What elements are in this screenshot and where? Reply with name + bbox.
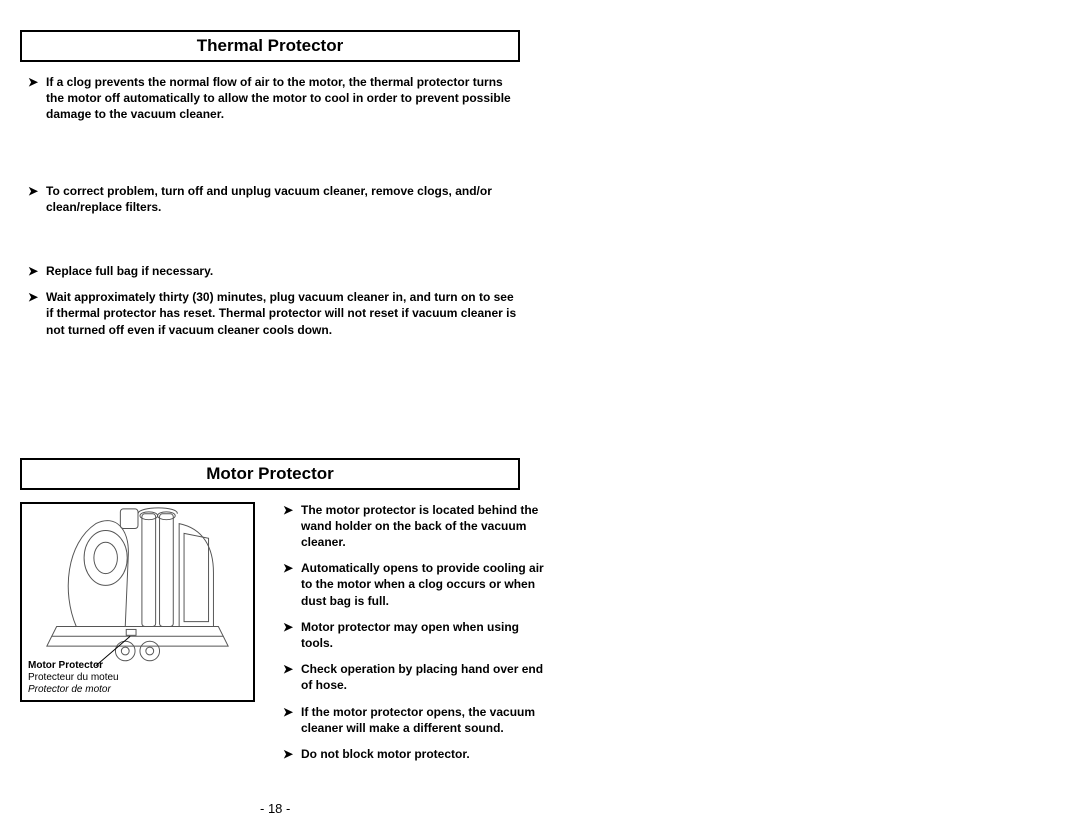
thermal-heading: Thermal Protector xyxy=(20,30,520,62)
list-item: ➤ Do not block motor protector. xyxy=(283,746,548,762)
bullet-text: Check operation by placing hand over end… xyxy=(301,661,548,693)
motor-heading: Motor Protector xyxy=(20,458,520,490)
arrow-icon: ➤ xyxy=(28,183,46,215)
bullet-text: Replace full bag if necessary. xyxy=(46,263,213,279)
list-item: ➤ If a clog prevents the normal flow of … xyxy=(28,74,518,123)
bullet-text: Automatically opens to provide cooling a… xyxy=(301,560,548,609)
arrow-icon: ➤ xyxy=(283,661,301,693)
list-item: ➤ The motor protector is located behind … xyxy=(283,502,548,551)
arrow-icon: ➤ xyxy=(283,704,301,736)
bullet-text: Motor protector may open when using tool… xyxy=(301,619,548,651)
caption-es: Protector de motor xyxy=(28,684,119,696)
page-number: - 18 - xyxy=(260,801,290,816)
arrow-icon: ➤ xyxy=(283,619,301,651)
arrow-icon: ➤ xyxy=(28,289,46,338)
list-item: ➤ Wait approximately thirty (30) minutes… xyxy=(28,289,518,338)
bullet-text: If a clog prevents the normal flow of ai… xyxy=(46,74,518,123)
motor-section: Motor Protector Protecteur du moteu Prot… xyxy=(20,502,1080,792)
thermal-bullets-3: ➤ Replace full bag if necessary. ➤ Wait … xyxy=(28,263,518,338)
bullet-text: The motor protector is located behind th… xyxy=(301,502,548,551)
arrow-icon: ➤ xyxy=(283,746,301,762)
caption-en: Motor Protector xyxy=(28,660,119,672)
bullet-text: Wait approximately thirty (30) minutes, … xyxy=(46,289,518,338)
list-item: ➤ Automatically opens to provide cooling… xyxy=(283,560,548,609)
list-item: ➤ Replace full bag if necessary. xyxy=(28,263,518,279)
arrow-icon: ➤ xyxy=(28,74,46,123)
motor-diagram: Motor Protector Protecteur du moteu Prot… xyxy=(20,502,255,702)
thermal-bullets-2: ➤ To correct problem, turn off and unplu… xyxy=(28,183,518,215)
arrow-icon: ➤ xyxy=(283,502,301,551)
thermal-bullets: ➤ If a clog prevents the normal flow of … xyxy=(28,74,518,123)
arrow-icon: ➤ xyxy=(283,560,301,609)
bullet-text: To correct problem, turn off and unplug … xyxy=(46,183,518,215)
bullet-text: Do not block motor protector. xyxy=(301,746,470,762)
caption-fr: Protecteur du moteu xyxy=(28,672,119,684)
motor-bullets: ➤ The motor protector is located behind … xyxy=(283,502,548,772)
list-item: ➤ If the motor protector opens, the vacu… xyxy=(283,704,548,736)
list-item: ➤ Motor protector may open when using to… xyxy=(283,619,548,651)
bullet-text: If the motor protector opens, the vacuum… xyxy=(301,704,548,736)
diagram-caption: Motor Protector Protecteur du moteu Prot… xyxy=(28,660,119,696)
list-item: ➤ To correct problem, turn off and unplu… xyxy=(28,183,518,215)
arrow-icon: ➤ xyxy=(28,263,46,279)
list-item: ➤ Check operation by placing hand over e… xyxy=(283,661,548,693)
